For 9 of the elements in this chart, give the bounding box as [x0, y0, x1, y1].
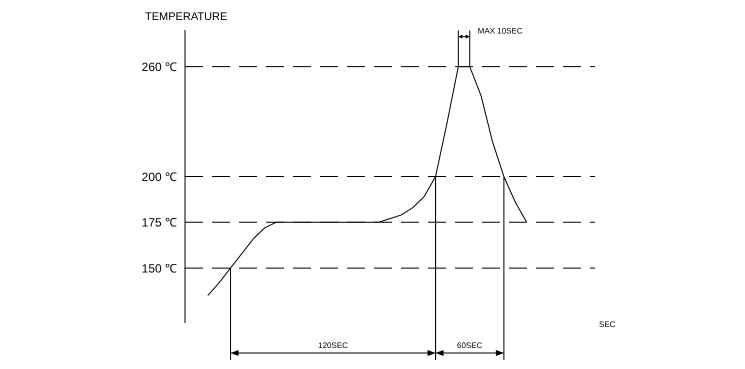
x-axis-title: SEC	[599, 320, 616, 329]
annotation: MAX 10SEC	[478, 26, 523, 36]
y-axis-title: TEMPERATURE	[145, 11, 228, 23]
y-tick-label: 150 ℃	[142, 261, 177, 276]
text: 60SEC	[457, 341, 483, 350]
text: 120SEC	[318, 341, 348, 350]
y-tick-label: 260 ℃	[142, 60, 177, 74]
y-tick-label: 200 ℃	[142, 170, 177, 184]
y-tick-label: 175 ℃	[142, 216, 177, 230]
